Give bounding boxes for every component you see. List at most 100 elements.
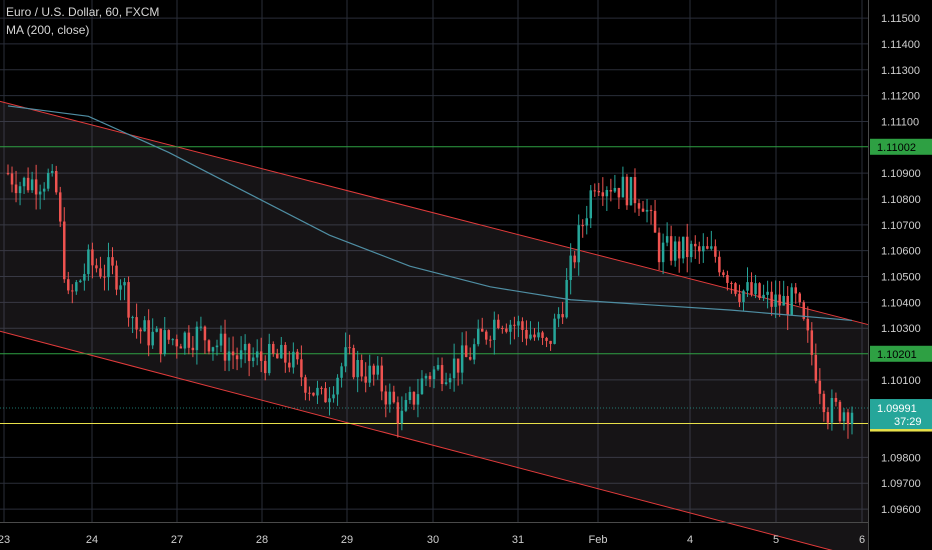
candle-body bbox=[669, 236, 673, 261]
candle-body bbox=[71, 290, 74, 292]
candle-body bbox=[267, 343, 271, 374]
x-tick-label: 6 bbox=[859, 534, 865, 546]
candle-body bbox=[826, 412, 830, 423]
candle-body bbox=[404, 400, 408, 411]
candle-body bbox=[641, 208, 645, 212]
candle-body bbox=[742, 290, 745, 302]
candle-body bbox=[30, 179, 34, 191]
candle-body bbox=[34, 179, 38, 195]
candle-body bbox=[497, 319, 500, 329]
candle-body bbox=[464, 345, 468, 358]
candle-body bbox=[722, 272, 725, 276]
candle-body bbox=[782, 295, 785, 306]
candle-body bbox=[758, 283, 761, 299]
candle-body bbox=[380, 365, 384, 392]
candle-body bbox=[448, 378, 452, 383]
candle-body bbox=[505, 328, 508, 332]
candle-body bbox=[842, 412, 846, 422]
candle-body bbox=[569, 255, 572, 280]
candle-body bbox=[231, 351, 235, 356]
last-price-label: 1.09991 bbox=[877, 403, 917, 415]
y-tick-label: 1.09600 bbox=[881, 504, 921, 516]
candle-body bbox=[585, 218, 588, 226]
candle-body bbox=[726, 275, 729, 283]
candle-body bbox=[766, 291, 769, 295]
candle-body bbox=[553, 318, 556, 344]
candle-body bbox=[850, 412, 854, 425]
candle-body bbox=[601, 192, 605, 197]
candle-body bbox=[509, 324, 512, 332]
candle-body bbox=[412, 391, 416, 405]
y-tick-label: 1.11400 bbox=[881, 39, 920, 51]
candle-body bbox=[187, 332, 191, 348]
candle-body bbox=[131, 317, 134, 319]
candle-body bbox=[657, 232, 661, 263]
candle-body bbox=[452, 358, 456, 379]
candle-body bbox=[243, 344, 247, 351]
candle-body bbox=[368, 365, 371, 383]
candle-body bbox=[400, 410, 404, 424]
trend-channel[interactable] bbox=[0, 100, 869, 550]
candle-body bbox=[673, 241, 677, 261]
candle-body bbox=[557, 314, 560, 319]
candle-body bbox=[364, 376, 367, 383]
y-tick-label: 1.10500 bbox=[881, 272, 921, 284]
candle-body bbox=[661, 242, 665, 263]
candle-body bbox=[396, 402, 400, 424]
candle-body bbox=[706, 246, 709, 249]
candle-body bbox=[444, 382, 448, 385]
grid-lines bbox=[0, 0, 868, 522]
channel-upper-line[interactable] bbox=[0, 100, 869, 326]
candle-body bbox=[167, 330, 171, 340]
candle-body bbox=[284, 344, 287, 363]
candle-body bbox=[251, 357, 255, 362]
candle-body bbox=[440, 365, 444, 385]
candle-body bbox=[714, 246, 717, 257]
candle-body bbox=[605, 189, 609, 197]
candle-body bbox=[408, 391, 412, 401]
ma-200-line bbox=[7, 105, 853, 322]
candle-body bbox=[834, 398, 838, 402]
candle-body bbox=[814, 354, 818, 381]
candle-body bbox=[428, 375, 432, 380]
candle-body bbox=[420, 378, 424, 395]
candle-body bbox=[247, 344, 251, 362]
candle-body bbox=[376, 365, 379, 375]
x-tick-label: 5 bbox=[773, 534, 779, 546]
indicator-label[interactable]: MA (200, close) bbox=[6, 23, 90, 37]
candle-body bbox=[710, 246, 713, 249]
candle-body bbox=[617, 187, 621, 198]
candle-body bbox=[702, 246, 705, 252]
channel-lower-line[interactable] bbox=[0, 330, 868, 550]
candle-body bbox=[272, 343, 275, 354]
candle-body bbox=[436, 365, 440, 370]
candle-body bbox=[629, 177, 633, 206]
candle-body bbox=[99, 268, 102, 277]
candle-body bbox=[609, 189, 613, 192]
candle-body bbox=[698, 246, 701, 252]
candle-body bbox=[432, 369, 436, 380]
candle-body bbox=[22, 177, 26, 187]
candle-body bbox=[754, 283, 757, 295]
y-tick-label: 1.09700 bbox=[881, 478, 921, 490]
candle-body bbox=[388, 391, 392, 405]
candle-body bbox=[95, 265, 98, 269]
candle-body bbox=[79, 280, 82, 283]
y-tick-label: 1.10100 bbox=[881, 375, 921, 387]
candle-body bbox=[320, 387, 323, 389]
candle-body bbox=[838, 401, 842, 422]
candle-body bbox=[147, 320, 150, 346]
x-tick-label: 29 bbox=[341, 534, 353, 546]
candle-body bbox=[694, 243, 697, 247]
candle-body bbox=[493, 319, 496, 340]
candle-body bbox=[163, 330, 166, 355]
last-price-tag bbox=[870, 399, 932, 430]
candle-body bbox=[533, 334, 536, 338]
y-tick-label: 1.11100 bbox=[881, 116, 919, 128]
candle-body bbox=[171, 339, 175, 341]
y-tick-label: 1.11300 bbox=[881, 65, 920, 77]
candle-body bbox=[263, 360, 267, 374]
level-price-tag bbox=[870, 345, 932, 362]
